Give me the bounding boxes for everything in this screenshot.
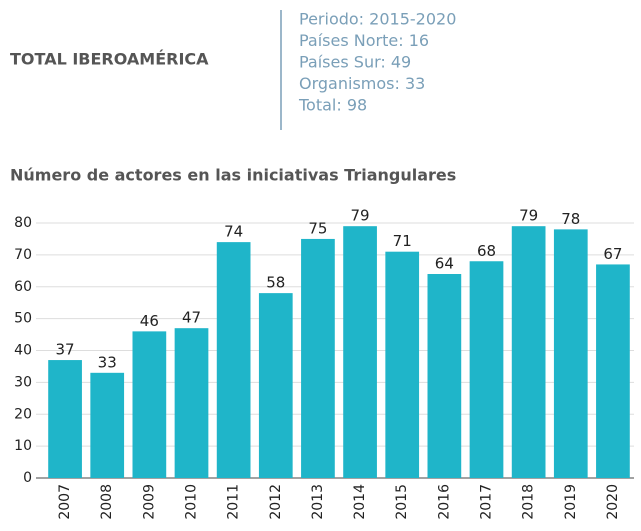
x-tick-label: 2018 [521,484,537,520]
bar [343,226,377,478]
bar [469,261,504,478]
y-tick-label: 40 [14,343,32,359]
value-label: 58 [266,274,285,292]
y-tick-label: 80 [14,215,32,231]
header-line: Países Norte: 16 [299,31,429,50]
value-label: 37 [56,341,75,359]
x-tick-label: 2020 [605,484,621,520]
x-tick-label: 2012 [268,484,284,520]
x-tick-label: 2009 [141,484,157,520]
value-label: 64 [435,255,454,273]
y-tick-label: 10 [14,438,32,454]
value-label: 74 [224,223,243,241]
bar [385,251,420,478]
x-tick-label: 2010 [184,484,200,520]
value-label: 47 [182,309,201,327]
bar [174,328,209,478]
y-tick-label: 0 [23,470,32,486]
value-label: 79 [351,207,370,225]
bar [596,264,630,478]
x-tick-label: 2014 [352,484,368,520]
bar [48,360,82,478]
y-tick-label: 50 [14,311,32,327]
value-label: 71 [393,232,412,250]
value-label: 78 [561,210,580,228]
y-tick-label: 30 [14,374,32,390]
value-label: 75 [308,219,327,237]
chart-title: Número de actores en las iniciativas Tri… [10,166,456,185]
y-tick-label: 60 [14,279,32,295]
x-tick-label: 2017 [479,484,495,520]
bar [553,229,588,478]
value-label: 68 [477,242,496,260]
bar [216,242,251,478]
y-tick-label: 20 [14,406,32,422]
header-line: Países Sur: 49 [299,53,411,72]
x-tick-label: 2008 [99,484,115,520]
header-title: TOTAL IBEROAMÉRICA [10,50,209,69]
header-line: Organismos: 33 [299,74,425,93]
header-line: Periodo: 2015-2020 [299,10,456,29]
x-tick-label: 2019 [563,484,579,520]
y-tick-label: 70 [14,247,32,263]
value-label: 79 [519,207,538,225]
x-tick-label: 2013 [310,484,326,520]
x-tick-label: 2007 [57,484,73,520]
value-label: 67 [603,245,622,263]
bar [427,274,462,478]
bar [90,372,125,478]
bar [132,331,167,478]
header-line: Total: 98 [298,96,367,115]
bar [301,238,335,478]
value-label: 46 [140,312,159,330]
x-tick-label: 2011 [226,484,242,520]
x-tick-label: 2015 [394,484,410,520]
bar [511,226,546,478]
x-tick-label: 2016 [436,484,452,520]
value-label: 33 [98,353,117,371]
bar [258,293,293,478]
